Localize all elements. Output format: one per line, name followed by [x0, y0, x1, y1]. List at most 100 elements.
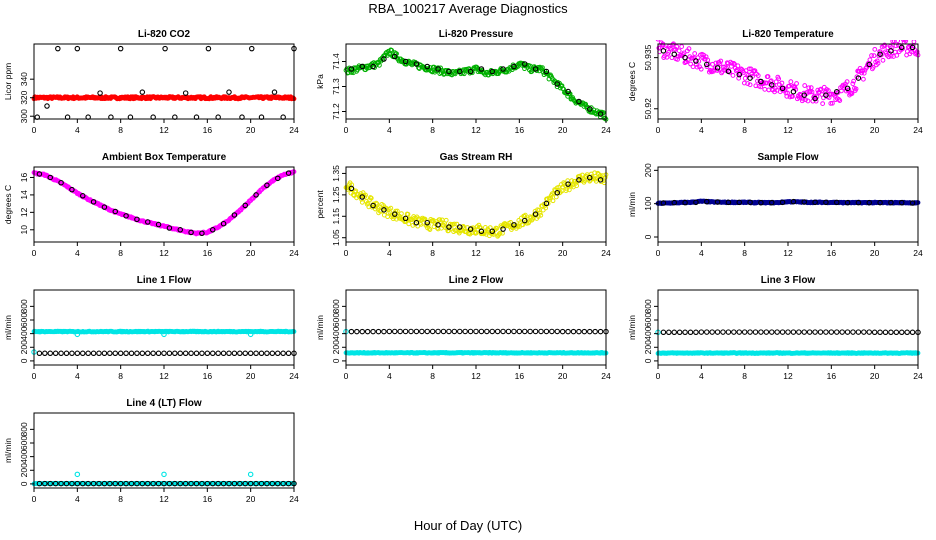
data-point	[226, 350, 232, 357]
data-point	[419, 328, 425, 335]
data-point	[660, 48, 667, 54]
x-tick-label: 0	[32, 248, 37, 258]
data-point	[457, 68, 463, 75]
data-point	[790, 329, 797, 335]
data-point	[660, 329, 667, 336]
x-tick-label: 8	[118, 371, 123, 381]
data-point	[866, 61, 873, 68]
data-point	[866, 329, 873, 335]
data-point	[370, 63, 376, 70]
data-point	[193, 480, 200, 487]
data-point	[736, 199, 743, 206]
data-point	[834, 88, 840, 95]
data-point	[808, 85, 814, 91]
data-point	[730, 73, 736, 78]
data-point	[457, 328, 463, 335]
data-point	[364, 328, 371, 335]
data-point	[844, 329, 851, 335]
data-point	[231, 212, 238, 218]
data-point	[489, 328, 496, 335]
chart-panel: Li-820 Temperature degrees C 0 4 8 12 16 20 24 50…	[624, 24, 936, 147]
data-point	[889, 45, 895, 51]
data-point	[161, 471, 167, 478]
data-point	[134, 350, 140, 357]
panel-title: Line 3 Flow	[761, 275, 816, 286]
data-point	[867, 57, 873, 63]
data-point	[74, 480, 81, 487]
data-point	[172, 480, 178, 487]
data-point	[399, 211, 404, 217]
data-point	[747, 199, 753, 206]
data-point	[828, 101, 834, 106]
data-point	[576, 177, 582, 183]
x-tick-label: 20	[870, 125, 880, 135]
x-tick-label: 8	[742, 248, 747, 258]
x-tick-label: 20	[558, 125, 568, 135]
data-point	[581, 328, 588, 335]
x-tick-label: 0	[656, 371, 661, 381]
data-point	[274, 480, 281, 487]
data-point	[758, 329, 764, 335]
x-tick-label: 16	[203, 248, 213, 258]
data-point	[538, 328, 544, 335]
data-point	[670, 42, 676, 48]
data-point	[220, 220, 227, 227]
y-tick-label: 600	[331, 313, 341, 327]
data-point	[527, 328, 533, 335]
y-axis-label: ml/min	[627, 315, 637, 340]
data-point	[570, 328, 577, 335]
data-point	[809, 89, 815, 95]
data-point	[597, 328, 604, 335]
data-point	[682, 199, 688, 206]
data-point	[467, 226, 474, 232]
data-point	[855, 199, 862, 206]
data-point	[725, 199, 732, 206]
y-tick-label: 200	[643, 340, 653, 354]
data-point	[375, 328, 382, 335]
x-tick-label: 16	[827, 125, 837, 135]
data-point	[392, 328, 398, 335]
data-point	[704, 61, 710, 68]
data-point	[511, 63, 517, 70]
x-tick-label: 0	[344, 125, 349, 135]
data-point	[96, 480, 102, 487]
data-point	[69, 350, 75, 357]
data-point	[388, 205, 394, 211]
x-tick-label: 12	[783, 371, 793, 381]
data-point	[850, 329, 856, 335]
data-point	[745, 81, 751, 86]
data-point	[779, 80, 785, 86]
data-point	[888, 48, 894, 54]
data-point	[258, 350, 265, 357]
data-point	[717, 61, 723, 67]
data-point	[758, 199, 764, 206]
y-tick-label: 0	[19, 358, 29, 363]
data-point	[574, 183, 580, 189]
data-point	[58, 179, 64, 186]
data-point	[242, 202, 249, 209]
data-point	[790, 88, 797, 95]
data-point	[806, 329, 813, 335]
x-tick-label: 20	[558, 248, 568, 258]
y-tick-label: 1.05	[331, 229, 341, 246]
data-point	[210, 480, 216, 487]
data-point	[511, 328, 517, 335]
data-point	[74, 350, 81, 357]
chart-svg: Li-820 Pressure kPa 0 4 8 12 16 20 24 71.2 71.3 71.…	[315, 29, 611, 135]
data-point	[532, 211, 539, 217]
data-point	[427, 227, 433, 232]
x-tick-label: 24	[601, 125, 611, 135]
chart-panel: Gas Stream RH percent 0 4 8 12 16 20 24 1.05 1.15 1…	[312, 147, 624, 270]
data-point	[145, 350, 151, 357]
data-point	[377, 62, 382, 68]
chart-svg: Line 3 Flow ml/min 0 4 8 12 16 20 24 0 20040060080…	[627, 275, 923, 381]
data-point	[403, 218, 409, 224]
x-tick-label: 4	[75, 125, 80, 135]
data-point	[237, 350, 243, 357]
y-axis-label: degrees C	[3, 185, 13, 224]
data-point	[779, 199, 786, 206]
data-point	[514, 223, 520, 229]
data-point	[249, 45, 255, 52]
data-point	[550, 198, 556, 204]
data-point	[161, 331, 167, 338]
